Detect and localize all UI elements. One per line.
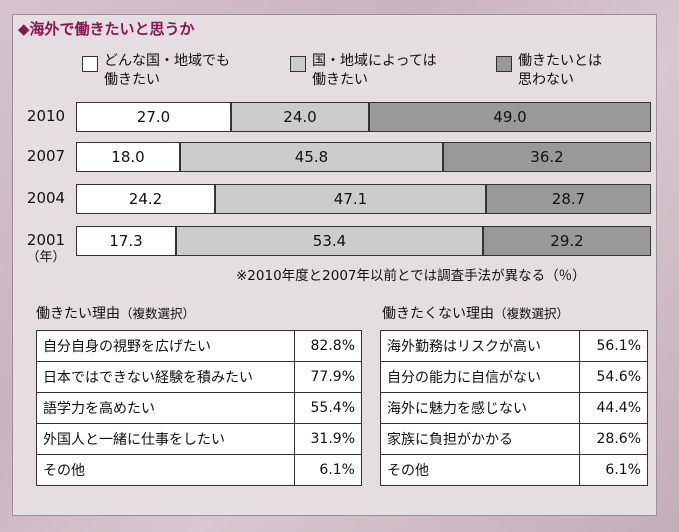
legend-label-no: 働きたいとは 思わない [518, 53, 602, 88]
bar-2010-series-2: 24.0 [231, 102, 369, 132]
year-label-2001: 2001 [26, 231, 66, 249]
year-label-2007: 2007 [26, 147, 66, 165]
reason-pct: 6.1% [294, 454, 362, 486]
table-row: 日本ではできない経験を積みたい 77.9% [35, 361, 362, 393]
reason-pct: 82.8% [294, 330, 362, 362]
legend-item-anywhere: どんな国・地域でも 働きたい [82, 52, 230, 90]
reason-label: 自分自身の視野を広げたい [35, 330, 296, 362]
chart-title: ◆海外で働きたいと思うか [18, 20, 195, 38]
reason-pct: 44.4% [578, 392, 649, 424]
bar-2001-series-1: 17.3 [76, 226, 176, 256]
year-label-2010: 2010 [26, 107, 66, 125]
reason-label: その他 [35, 454, 296, 486]
reasons-no-title-text: 働きたくない理由 [382, 306, 494, 322]
year-label-2004: 2004 [26, 189, 66, 207]
legend-label-anywhere: どんな国・地域でも 働きたい [104, 53, 230, 88]
method-note: ※2010年度と2007年以前とでは調査手法が異なる（％） [236, 268, 586, 284]
bar-2007-series-3: 36.2 [443, 142, 651, 172]
legend-swatch-no [496, 56, 512, 72]
bar-2004-series-3: 28.7 [486, 184, 651, 214]
reason-label: 家族に負担がかかる [380, 423, 580, 455]
reason-pct: 77.9% [294, 361, 362, 393]
reason-label: 自分の能力に自信がない [380, 361, 580, 393]
reason-pct: 31.9% [294, 423, 362, 455]
legend-item-no: 働きたいとは 思わない [496, 52, 602, 90]
bar-2010-series-1: 27.0 [76, 102, 231, 132]
bar-2007-series-2: 45.8 [180, 142, 443, 172]
reason-label: 語学力を高めたい [35, 392, 296, 424]
legend-label-depends: 国・地域によっては 働きたい [312, 53, 437, 88]
reasons-no-table: 海外勤務はリスクが高い 56.1% 自分の能力に自信がない 54.6% 海外に魅力を… [380, 330, 649, 486]
reason-label: 海外に魅力を感じない [380, 392, 580, 424]
reasons-yes-title: 働きたい理由（複数選択） [36, 303, 195, 323]
legend-swatch-anywhere [82, 56, 98, 72]
table-row: 語学力を高めたい 55.4% [35, 392, 362, 424]
reason-pct: 28.6% [578, 423, 649, 455]
bar-2001-series-2: 53.4 [176, 226, 483, 256]
reasons-no-subtitle: （複数選択） [494, 306, 570, 321]
table-row: 自分の能力に自信がない 54.6% [380, 361, 649, 393]
reason-label: 外国人と一緒に仕事をしたい [35, 423, 296, 455]
reason-pct: 54.6% [578, 361, 649, 393]
reason-pct: 56.1% [578, 330, 649, 362]
bar-2010-series-3: 49.0 [369, 102, 651, 132]
reason-label: その他 [380, 454, 580, 486]
table-row: 自分自身の視野を広げたい 82.8% [35, 330, 362, 362]
bar-2001-series-3: 29.2 [483, 226, 651, 256]
reason-label: 海外勤務はリスクが高い [380, 330, 580, 362]
reasons-yes-subtitle: （複数選択） [120, 306, 196, 321]
reason-pct: 55.4% [294, 392, 362, 424]
reasons-no-title: 働きたくない理由（複数選択） [382, 303, 569, 323]
table-row: 家族に負担がかかる 28.6% [380, 423, 649, 455]
table-row: その他 6.1% [380, 454, 649, 486]
reasons-yes-table: 自分自身の視野を広げたい 82.8% 日本ではできない経験を積みたい 77.9% 語… [35, 330, 362, 486]
bar-2007-series-1: 18.0 [76, 142, 180, 172]
legend-swatch-depends [290, 56, 306, 72]
table-row: 外国人と一緒に仕事をしたい 31.9% [35, 423, 362, 455]
table-row: 海外に魅力を感じない 44.4% [380, 392, 649, 424]
table-row: その他 6.1% [35, 454, 362, 486]
reasons-yes-title-text: 働きたい理由 [36, 306, 120, 322]
legend-item-depends: 国・地域によっては 働きたい [290, 52, 437, 90]
table-row: 海外勤務はリスクが高い 56.1% [380, 330, 649, 362]
reason-label: 日本ではできない経験を積みたい [35, 361, 296, 393]
bar-2004-series-2: 47.1 [215, 184, 486, 214]
bar-2004-series-1: 24.2 [76, 184, 215, 214]
year-axis-unit: （年） [26, 250, 66, 265]
reason-pct: 6.1% [578, 454, 649, 486]
